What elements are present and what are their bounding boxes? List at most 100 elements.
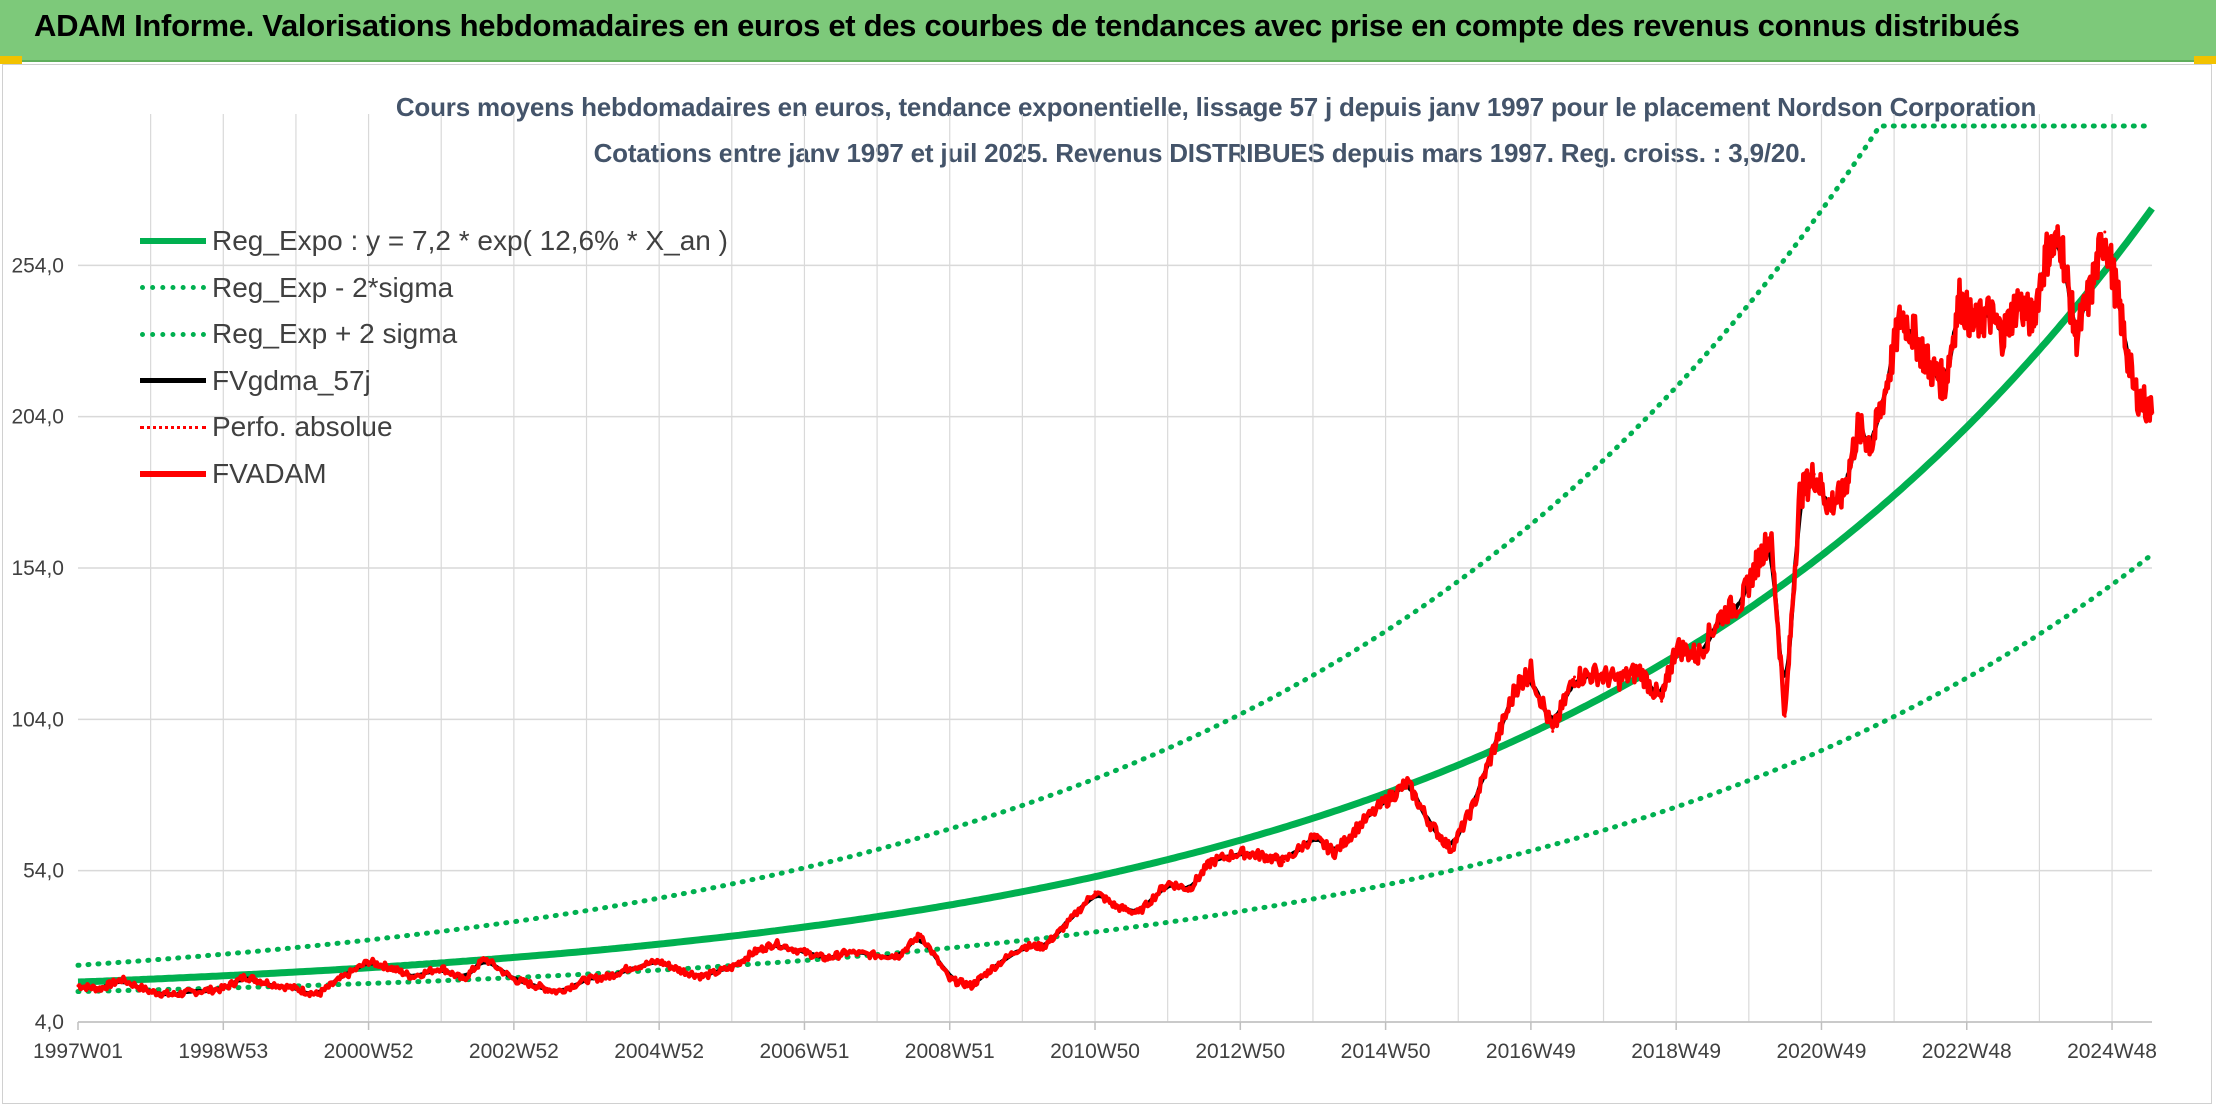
- fvadam-point: [2103, 230, 2107, 234]
- fvadam-point: [773, 941, 777, 945]
- fvadam-point: [1260, 854, 1264, 857]
- x-tick-label: 2000W52: [324, 1040, 414, 1063]
- legend-swatch: [140, 425, 206, 429]
- reg-exp-minus-2sigma-line: [75, 551, 2155, 994]
- fvadam-point: [294, 987, 298, 991]
- banner-corner-right: [2194, 56, 2216, 64]
- fvadam-point: [948, 978, 952, 982]
- fvadam-point: [1899, 312, 1903, 316]
- fvadam-point: [1754, 563, 1758, 567]
- fvadam-point: [1042, 944, 1046, 948]
- fvadam-point: [679, 969, 683, 972]
- fvadam-point: [2030, 318, 2034, 322]
- fvadam-point: [439, 966, 443, 969]
- x-tick-label: 2014W50: [1341, 1040, 1431, 1063]
- fvadam-point: [628, 966, 632, 969]
- fvadam-point: [657, 960, 661, 963]
- fvadam-point: [265, 981, 269, 985]
- y-tick-label: 4,0: [35, 1011, 64, 1034]
- fvadam-point: [1783, 714, 1787, 718]
- legend-item: Perfo. absolue: [140, 404, 728, 451]
- chart-title: Cours moyens hebdomadaires en euros, ten…: [395, 92, 2037, 122]
- fvadam-point: [875, 953, 879, 957]
- fvadam-point: [1311, 835, 1315, 839]
- fvadam-point: [1166, 881, 1170, 885]
- fvadam-point: [1928, 366, 1932, 370]
- x-tick-label: 2016W49: [1486, 1040, 1576, 1063]
- fvadam-point: [730, 966, 734, 969]
- x-tick-label: 2006W51: [759, 1040, 849, 1063]
- fvadam-point: [1573, 675, 1576, 679]
- fvadam-point: [1798, 493, 1802, 497]
- fvadam-point: [1616, 678, 1620, 682]
- fvadam-point: [2045, 251, 2049, 255]
- x-tick-label: 2004W52: [614, 1040, 704, 1063]
- fvadam-point: [1827, 502, 1831, 506]
- fvadam-point: [2117, 306, 2121, 310]
- fvadam-point: [585, 978, 588, 982]
- y-tick-label: 54,0: [23, 860, 64, 883]
- fvadam-point: [1943, 381, 1947, 385]
- fvadam-point: [1209, 860, 1213, 864]
- x-tick-label: 1997W01: [33, 1040, 123, 1063]
- legend-label: Perfo. absolue: [212, 411, 393, 443]
- chart-frame: [2, 64, 2212, 1104]
- fvadam-point: [243, 975, 247, 979]
- fvadam-point: [410, 975, 414, 979]
- fvadam-point: [1972, 324, 1976, 328]
- legend-swatch: [140, 285, 206, 291]
- fvadam-point: [1282, 860, 1286, 864]
- x-tick-label: 2024W48: [2067, 1040, 2157, 1063]
- fvadam-point: [1020, 944, 1024, 948]
- fvadam-point: [1384, 799, 1388, 803]
- fvadam-point: [701, 975, 705, 979]
- fvadam-point: [221, 987, 225, 991]
- reg-exp-plus-2sigma-line: [75, 123, 2155, 968]
- fvadam-point: [367, 960, 371, 963]
- legend-swatch: [140, 331, 206, 337]
- fvadam-point: [1093, 890, 1097, 894]
- y-tick-label: 154,0: [11, 557, 64, 580]
- fvadam-point: [2132, 387, 2136, 391]
- fvadam-point: [149, 990, 153, 994]
- chart-subtitle: Cotations entre janv 1997 et juil 2025. …: [593, 138, 1807, 168]
- report-banner: ADAM Informe. Valorisations hebdomadaire…: [0, 0, 2216, 64]
- y-tick-label: 254,0: [11, 254, 64, 277]
- x-tick-label: 2022W48: [1922, 1040, 2012, 1063]
- fvadam-point: [1493, 745, 1497, 749]
- grid: [78, 114, 2152, 1023]
- reg-expo-line: [77, 206, 2155, 986]
- fvadam-point: [1958, 297, 1961, 301]
- x-tick-label: 2018W49: [1631, 1040, 1721, 1063]
- fvadam-point: [1740, 599, 1744, 603]
- fvadam-point: [1238, 851, 1242, 854]
- fvadam-point: [120, 978, 124, 982]
- fvadam-point: [1188, 887, 1191, 891]
- legend-swatch: [140, 378, 206, 384]
- fvadam-point: [483, 956, 487, 960]
- fvadam-point: [1870, 442, 1874, 446]
- fvadam-point: [1841, 493, 1845, 497]
- banner-corner-left: [0, 56, 22, 64]
- fvadam-point: [2001, 333, 2005, 337]
- fvadam-point: [919, 932, 923, 936]
- fvadam-point: [1137, 911, 1141, 915]
- fvadam-point: [76, 984, 80, 988]
- fvadam-point: [1812, 472, 1816, 476]
- fvadam-point: [1064, 923, 1068, 927]
- fvadam-point: [1594, 672, 1598, 676]
- fvadam-point: [752, 950, 756, 954]
- fvadam-point: [2074, 336, 2078, 340]
- fvadam-point: [1427, 820, 1431, 824]
- fvadam-point: [1471, 805, 1475, 809]
- legend-label: FVgdma_57j: [212, 364, 371, 396]
- fvadam-line: [77, 224, 2155, 999]
- legend-swatch: [140, 238, 206, 245]
- x-tick-label: 2008W51: [905, 1040, 995, 1063]
- x-tick-label: 2020W49: [1777, 1040, 1867, 1063]
- x-tick-label: 2002W52: [469, 1040, 559, 1063]
- legend-label: Reg_Expo : y = 7,2 * exp( 12,6% * X_an ): [212, 225, 728, 257]
- fvadam-point: [1529, 669, 1533, 673]
- y-tick-label: 204,0: [11, 406, 64, 429]
